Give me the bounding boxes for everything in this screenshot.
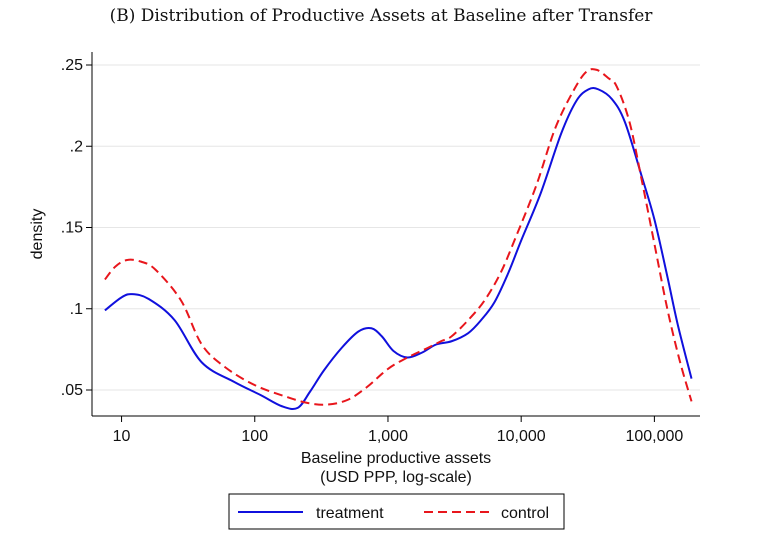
x-tick-label-0: 10 — [113, 428, 131, 445]
x-axis-title: Baseline productive assets — [301, 450, 491, 467]
y-tick-label-2: .15 — [61, 220, 83, 237]
y-tick-label-4: .25 — [61, 57, 83, 74]
series-lines — [104, 68, 693, 411]
x-tick-label-1: 100 — [241, 428, 268, 445]
chart-title: (B) Distribution of Productive Assets at… — [109, 6, 653, 26]
legend-label-control: control — [501, 505, 549, 522]
legend-label-treatment: treatment — [316, 505, 384, 522]
series-line-control — [104, 68, 693, 406]
y-tick-label-3: .2 — [70, 138, 83, 155]
series-line-treatment — [104, 87, 693, 411]
tick-labels: .05 .1 .15 .2 .25 10 100 1,000 10,000 100,000 — [61, 57, 684, 445]
x-tick-label-4: 100,000 — [625, 428, 683, 445]
x-tick-label-2: 1,000 — [368, 428, 408, 445]
legend: treatment control — [228, 493, 565, 530]
x-axis-subtitle: (USD PPP, log-scale) — [320, 469, 472, 486]
y-tick-label-0: .05 — [61, 382, 83, 399]
y-tick-label-1: .1 — [70, 301, 83, 318]
y-axis-title: density — [29, 209, 46, 260]
grid-lines — [92, 64, 700, 391]
axes — [86, 52, 700, 422]
x-tick-label-3: 10,000 — [497, 428, 546, 445]
